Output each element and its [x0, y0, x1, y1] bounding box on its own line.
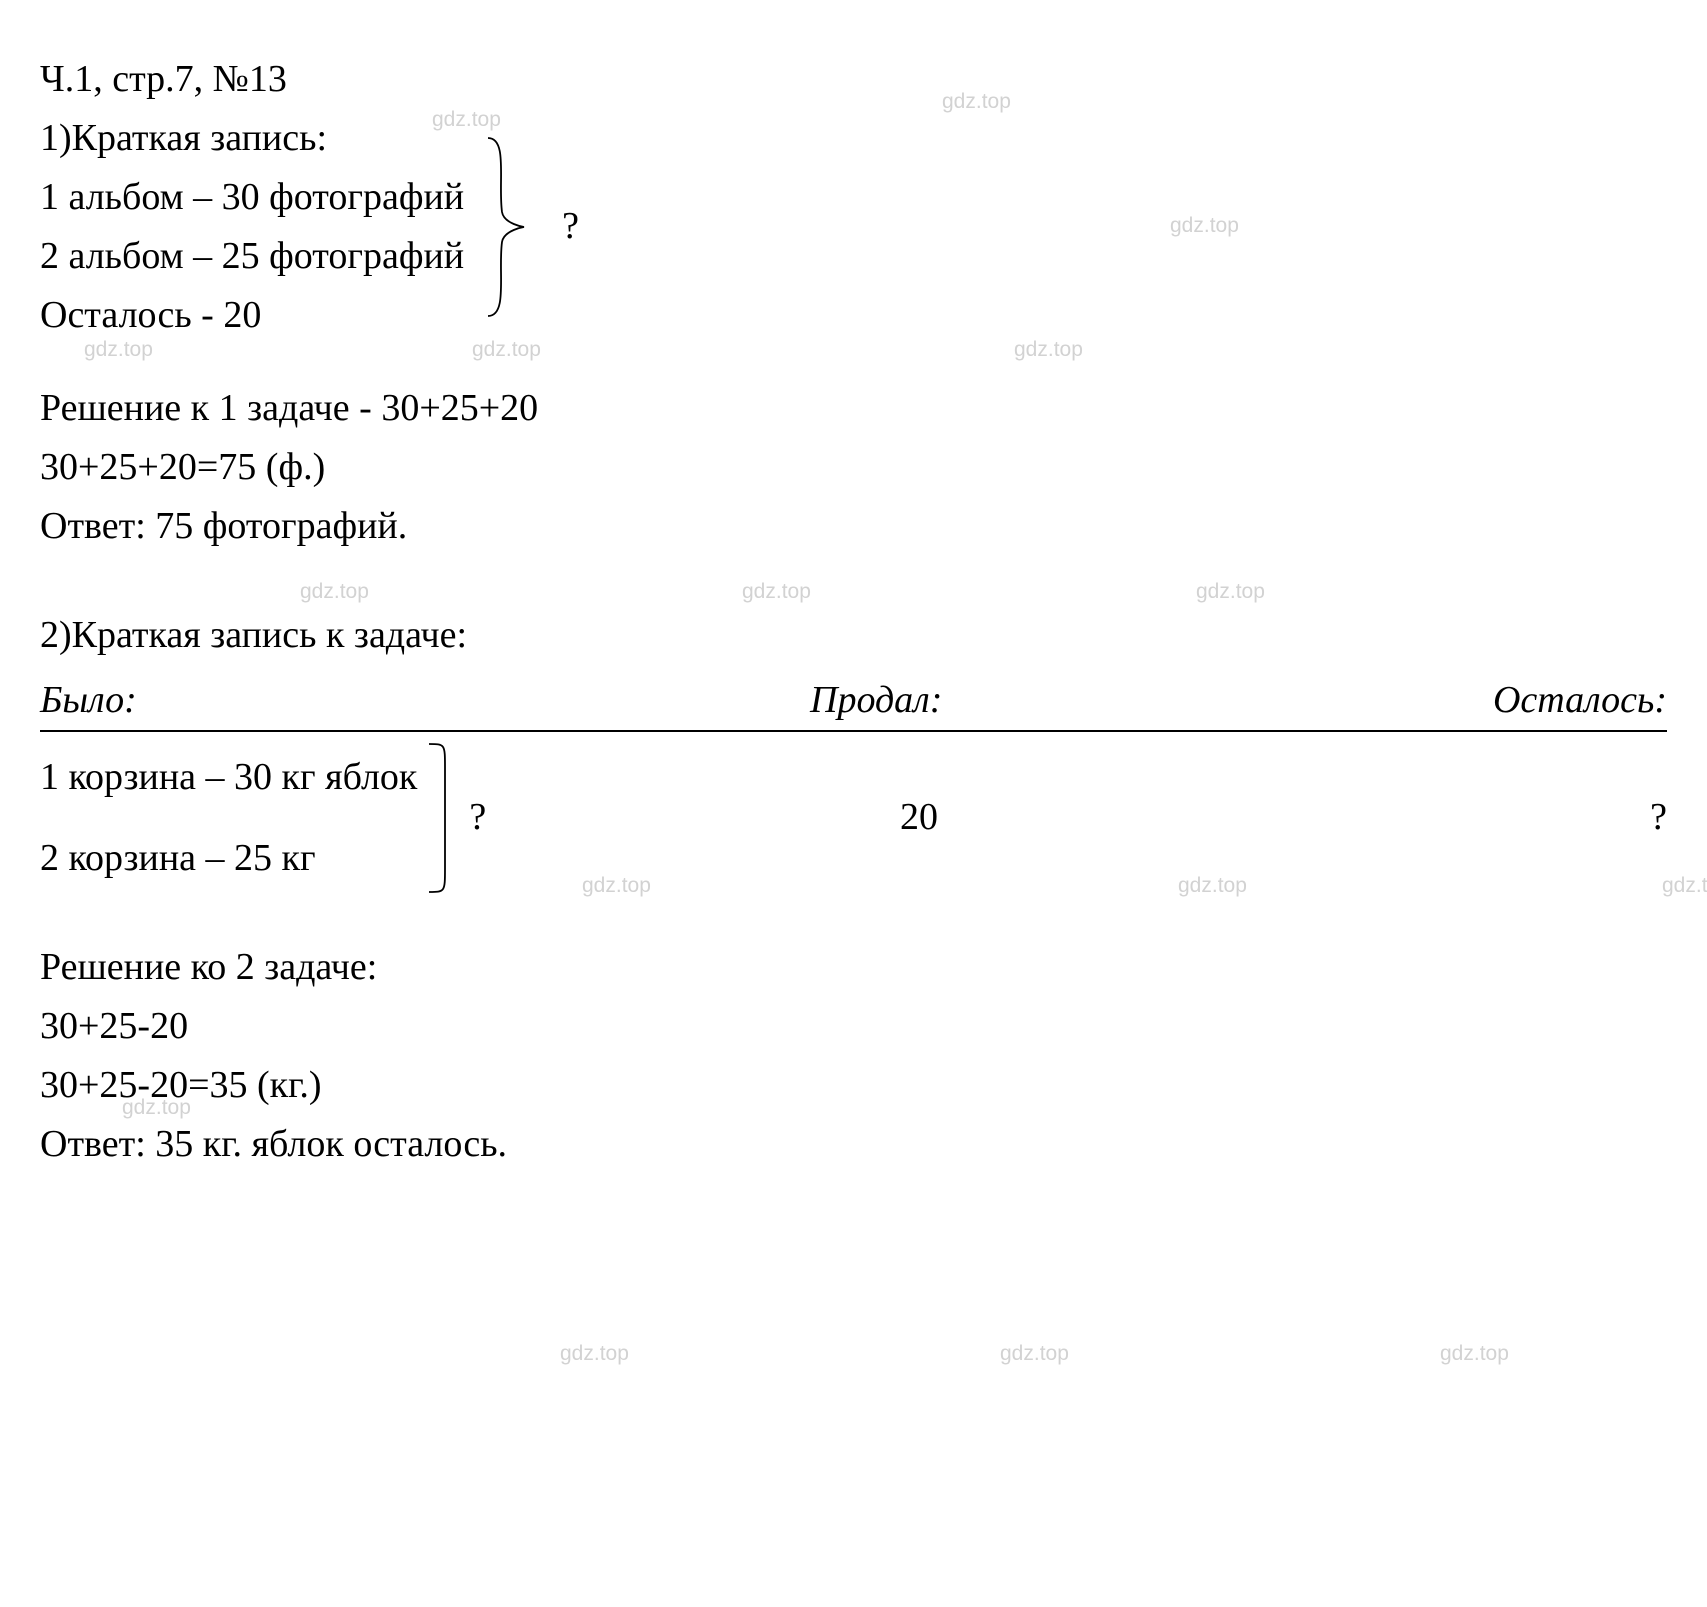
table-header: Было: Продал: Осталось:	[40, 671, 1667, 732]
watermark: gdz.top	[300, 576, 369, 609]
bracket-question: ?	[461, 788, 486, 847]
bylo-column: 1 корзина – 30 кг яблок 2 корзина – 25 к…	[40, 748, 417, 888]
brief-row: Осталось - 20	[40, 286, 464, 345]
watermark: gdz.top	[1440, 1338, 1509, 1371]
brace-question: ?	[548, 197, 579, 256]
brief-title-1: 1)Краткая запись:	[40, 109, 464, 168]
page-reference: Ч.1, стр.7, №13	[40, 50, 1667, 109]
answer-2: Ответ: 35 кг. яблок осталось.	[40, 1115, 1667, 1174]
brief-record-1-text: 1)Краткая запись: 1 альбом – 30 фотограф…	[40, 109, 464, 345]
table-row: 1 корзина – 30 кг яблок 2 корзина – 25 к…	[40, 738, 1667, 898]
solution-1-title: Решение к 1 задаче - 30+25+20	[40, 379, 1667, 438]
bylo-row: 2 корзина – 25 кг	[40, 829, 417, 888]
brief-record-1: 1)Краткая запись: 1 альбом – 30 фотограф…	[40, 109, 1667, 345]
prodal-value: 20	[900, 788, 938, 847]
watermark: gdz.top	[1000, 1338, 1069, 1371]
brief-row: 1 альбом – 30 фотографий	[40, 168, 464, 227]
problem-2: 2)Краткая запись к задаче: Было: Продал:…	[40, 606, 1667, 898]
bylo-row: 1 корзина – 30 кг яблок	[40, 748, 417, 807]
solution-1: Решение к 1 задаче - 30+25+20 30+25+20=7…	[40, 379, 1667, 556]
watermark: gdz.top	[1196, 576, 1265, 609]
solution-2-title: Решение ко 2 задаче:	[40, 938, 1667, 997]
brief-title-2: 2)Краткая запись к задаче:	[40, 606, 1667, 665]
right-brace-icon	[482, 132, 530, 322]
header-ostalos: Осталось:	[1430, 671, 1667, 730]
watermark: gdz.top	[1662, 870, 1707, 903]
solution-2: Решение ко 2 задаче: 30+25-20 30+25-20=3…	[40, 938, 1667, 1174]
header-bylo: Было:	[40, 671, 810, 730]
watermark: gdz.top	[560, 1338, 629, 1371]
solution-1-calc: 30+25+20=75 (ф.)	[40, 438, 1667, 497]
solution-2-expr: 30+25-20	[40, 997, 1667, 1056]
right-bracket-icon	[425, 738, 453, 898]
brief-row: 2 альбом – 25 фотографий	[40, 227, 464, 286]
ostalos-value: ?	[1650, 788, 1667, 847]
solution-2-calc: 30+25-20=35 (кг.)	[40, 1056, 1667, 1115]
watermark: gdz.top	[742, 576, 811, 609]
problem-1: 1)Краткая запись: 1 альбом – 30 фотограф…	[40, 109, 1667, 345]
answer-1: Ответ: 75 фотографий.	[40, 497, 1667, 556]
header-prodal: Продал:	[810, 671, 1430, 730]
